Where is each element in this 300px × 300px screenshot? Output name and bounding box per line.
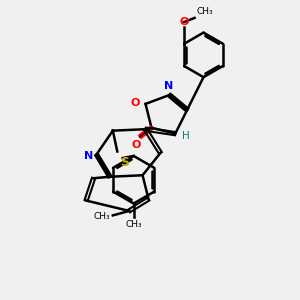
- Text: CH₃: CH₃: [125, 220, 142, 229]
- Text: O: O: [132, 140, 141, 150]
- Text: N: N: [84, 151, 93, 161]
- Text: S: S: [120, 156, 129, 169]
- Text: N: N: [164, 81, 173, 92]
- Text: CH₃: CH₃: [197, 7, 214, 16]
- Text: H: H: [182, 131, 190, 141]
- Text: O: O: [179, 17, 189, 27]
- Text: O: O: [131, 98, 140, 108]
- Text: CH₃: CH₃: [94, 212, 110, 221]
